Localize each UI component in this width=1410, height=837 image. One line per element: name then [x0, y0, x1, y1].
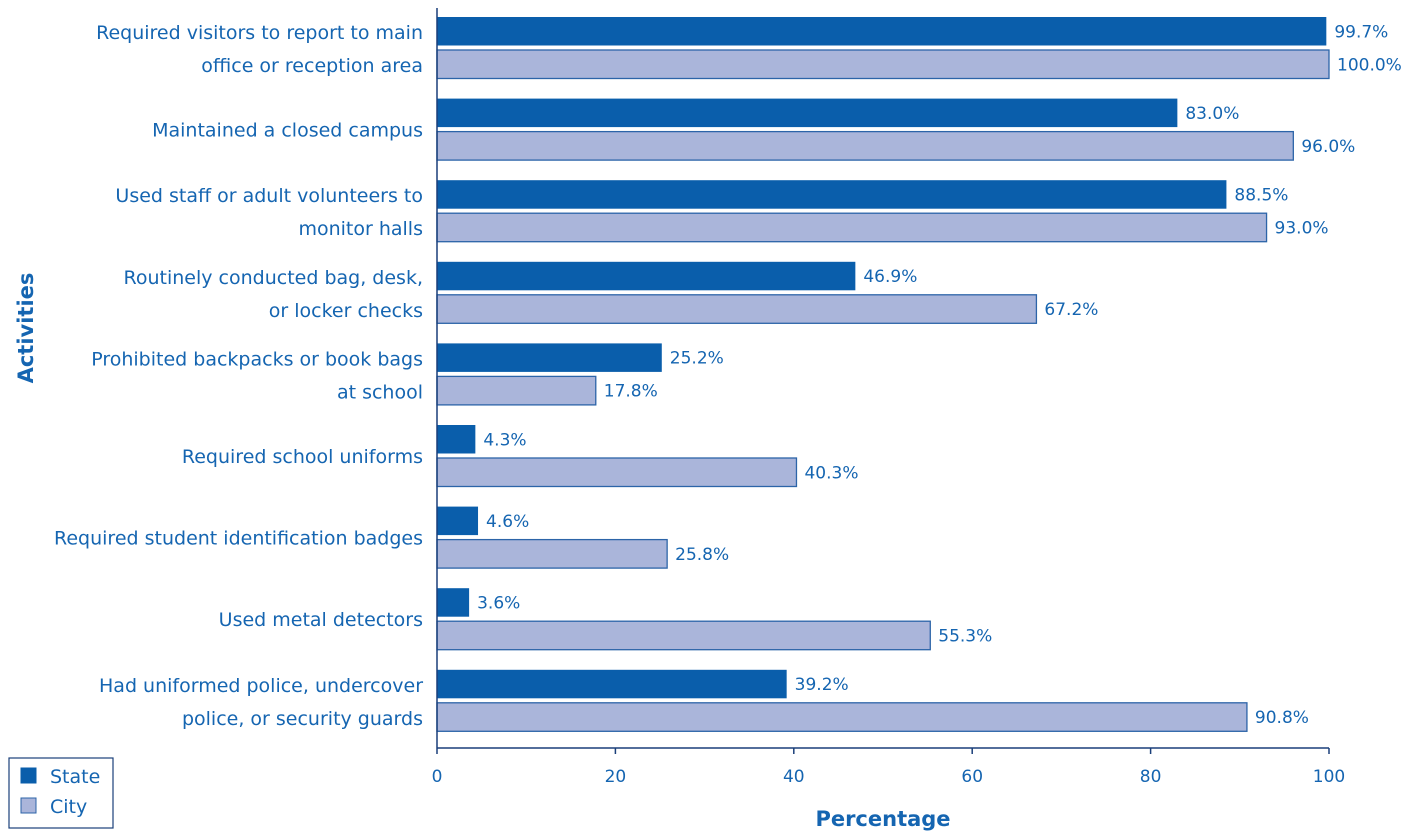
x-tick-label-1: 20: [605, 767, 627, 787]
city-bar-8: [436, 702, 1248, 732]
city-value-label-4: 17.8%: [604, 382, 658, 402]
x-tick-label-3: 60: [961, 767, 983, 787]
city-bar-5: [436, 457, 798, 488]
city-value-label-8: 90.8%: [1255, 708, 1309, 728]
state-bar-6: [437, 506, 479, 536]
legend: State City: [8, 757, 114, 829]
state-bar-2: [437, 180, 1227, 209]
category-label-5: Required school uniforms: [182, 446, 423, 468]
state-value-label-8: 39.2%: [795, 675, 849, 695]
state-bar-5: [437, 425, 476, 454]
category-label-4-line-1: at school: [337, 381, 423, 403]
category-label-3-line-0: Routinely conducted bag, desk,: [124, 267, 423, 289]
city-value-label-5: 40.3%: [804, 463, 858, 483]
state-value-label-1: 83.0%: [1185, 104, 1239, 124]
category-label-8-line-1: police, or security guards: [182, 708, 423, 730]
legend-swatch-city: [20, 797, 37, 814]
category-label-1: Maintained a closed campus: [152, 120, 423, 142]
city-bar-2: [436, 212, 1268, 243]
city-value-label-0: 100.0%: [1337, 55, 1402, 75]
category-label-2-line-0: Used staff or adult volunteers to: [115, 185, 423, 207]
city-value-label-6: 25.8%: [675, 545, 729, 565]
city-bar-1: [436, 130, 1294, 161]
legend-swatch-state: [20, 767, 37, 784]
city-value-label-7: 55.3%: [938, 626, 992, 646]
x-tick-label-5: 100: [1313, 767, 1345, 787]
state-value-label-4: 25.2%: [670, 349, 724, 369]
state-value-label-7: 3.6%: [477, 593, 520, 613]
state-value-label-0: 99.7%: [1334, 22, 1388, 42]
category-label-8-line-0: Had uniformed police, undercover: [99, 675, 423, 697]
legend-label-city: City: [50, 796, 87, 818]
city-bar-3: [436, 294, 1038, 324]
x-axis-title: Percentage: [815, 807, 950, 831]
state-bar-3: [437, 261, 856, 291]
city-bar-4: [436, 375, 597, 406]
category-label-3-line-1: or locker checks: [269, 300, 423, 322]
state-value-label-2: 88.5%: [1234, 185, 1288, 205]
city-value-label-2: 93.0%: [1275, 218, 1329, 238]
category-label-0-line-1: office or reception area: [201, 55, 423, 77]
bars-layer: [436, 17, 1330, 732]
x-tick-label-2: 40: [783, 767, 805, 787]
category-label-2-line-1: monitor halls: [298, 218, 423, 240]
x-tick-label-4: 80: [1140, 767, 1162, 787]
state-bar-7: [437, 588, 470, 617]
category-label-4-line-0: Prohibited backpacks or book bags: [91, 348, 423, 370]
state-bar-8: [437, 669, 787, 699]
x-tick-label-0: 0: [432, 767, 443, 787]
city-bar-0: [436, 49, 1330, 80]
x-axis: 0 20 40 60 80 100: [432, 8, 1345, 787]
y-axis-title: Activities: [14, 273, 38, 384]
city-value-label-1: 96.0%: [1301, 137, 1355, 157]
category-label-6: Required student identification badges: [54, 528, 423, 550]
city-bar-7: [436, 620, 931, 651]
legend-label-state: State: [50, 766, 100, 788]
category-label-7: Used metal detectors: [219, 609, 423, 631]
city-bar-6: [436, 538, 668, 569]
category-labels-layer: Required visitors to report to main offic…: [54, 22, 423, 730]
state-bar-1: [437, 98, 1178, 128]
state-value-label-6: 4.6%: [486, 512, 529, 532]
state-value-label-5: 4.3%: [483, 430, 526, 450]
category-label-0-line-0: Required visitors to report to main: [96, 22, 423, 44]
state-value-label-3: 46.9%: [863, 267, 917, 287]
state-bar-0: [437, 17, 1327, 46]
state-bar-4: [437, 343, 662, 372]
city-value-label-3: 67.2%: [1044, 300, 1098, 320]
value-labels-layer: 99.7% 100.0% 83.0% 96.0% 88.5% 93.0% 46.9% 67.2…: [477, 22, 1402, 728]
